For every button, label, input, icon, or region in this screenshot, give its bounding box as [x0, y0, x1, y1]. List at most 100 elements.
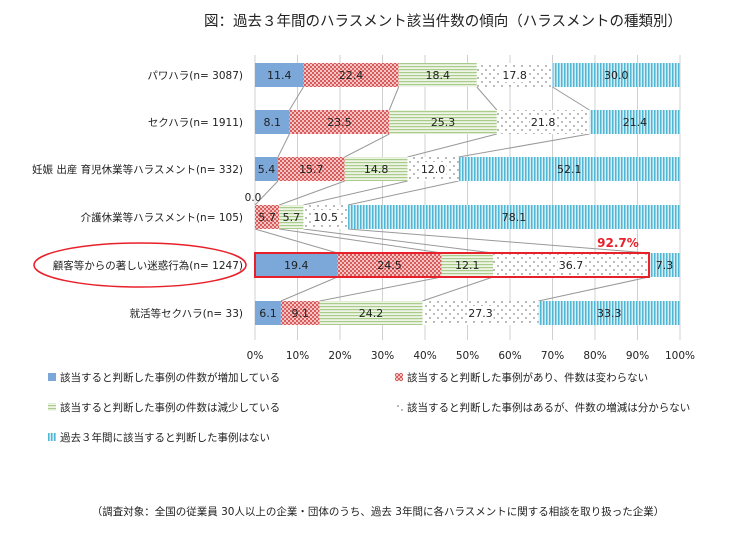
data-label-background [529, 115, 557, 129]
legend-swatch [48, 433, 56, 441]
bar-segment [398, 63, 477, 87]
connector-line [303, 228, 494, 254]
bar-segment [589, 110, 681, 134]
data-label: 36.7 [559, 259, 584, 272]
x-tick-label: 90% [626, 350, 649, 362]
data-label: 9.1 [292, 307, 310, 320]
connector-line [476, 86, 498, 111]
connector-line [254, 228, 338, 254]
connector-line [344, 133, 390, 158]
data-label-background [467, 306, 494, 320]
legend-label: 該当すると判断した事例はあるが、件数の増減は分からない [407, 401, 690, 414]
connector-line [538, 276, 650, 302]
connector-line [254, 180, 279, 206]
connector-line [280, 276, 338, 302]
data-label: 78.1 [502, 211, 527, 224]
data-label-background [312, 210, 339, 224]
data-label-background [419, 162, 447, 176]
bar-segment [255, 301, 281, 325]
highlight-ellipse [33, 242, 247, 288]
bar-segment [441, 253, 493, 277]
data-label: 24.5 [377, 259, 402, 272]
data-label: 6.1 [259, 307, 277, 320]
data-label: 52.1 [557, 163, 582, 176]
bar-segment [289, 110, 390, 134]
legend-swatch [395, 373, 403, 381]
x-tick-label: 100% [665, 350, 695, 362]
bar-segment [337, 253, 442, 277]
bar-segment [255, 253, 338, 277]
data-label: 14.8 [364, 163, 389, 176]
connector-line [303, 180, 408, 206]
category-label: 顧客等からの著しい迷惑行為(n= 1247) [53, 259, 243, 272]
data-label: 15.7 [299, 163, 324, 176]
legend-label: 過去３年間に該当すると判断した事例はない [60, 431, 270, 444]
data-label: 11.4 [267, 69, 292, 82]
bar-segment [344, 157, 408, 181]
data-label: 19.4 [284, 259, 309, 272]
bar-segment [319, 301, 423, 325]
data-label: 5.7 [283, 211, 301, 224]
data-label: 27.3 [468, 307, 493, 320]
legend-label: 該当すると判断した事例の件数は減少している [60, 401, 280, 414]
legend-swatch [395, 403, 403, 411]
legend-label: 該当すると判断した事例があり、件数は変わらない [407, 371, 648, 384]
connector-line [388, 86, 400, 111]
connector-line [458, 133, 590, 158]
connector-line [279, 228, 442, 254]
x-tick-label: 30% [371, 350, 394, 362]
category-label: 妊娠 出産 育児休業等ハラスメント(n= 332) [32, 163, 243, 176]
connector-line [288, 86, 304, 111]
category-label: パワハラ(n= 3087) [147, 70, 243, 82]
data-label: 17.8 [502, 69, 527, 82]
x-tick-label: 10% [286, 350, 309, 362]
bar-segment [255, 205, 280, 229]
x-tick-label: 20% [328, 350, 351, 362]
legend-label: 該当すると判断した事例の件数が増加している [60, 371, 280, 384]
bar-segment [538, 301, 680, 325]
data-label: 33.3 [597, 307, 622, 320]
bar-segment [279, 205, 304, 229]
data-label: 24.2 [359, 307, 384, 320]
data-label: 25.3 [431, 116, 456, 129]
connector-line [279, 180, 345, 206]
connector-line [277, 133, 290, 158]
connector-line [407, 133, 497, 158]
bar-segment [648, 253, 680, 277]
bar-segment [255, 157, 278, 181]
data-label: 22.4 [339, 69, 364, 82]
data-label: 30.0 [604, 69, 629, 82]
bar-segment [552, 63, 680, 87]
connector-line [319, 276, 442, 302]
x-tick-label: 40% [413, 350, 436, 362]
data-label: 23.5 [327, 116, 352, 129]
data-label: 5.4 [258, 163, 276, 176]
data-label: 8.1 [263, 116, 281, 129]
data-label: 10.5 [314, 211, 339, 224]
data-label: 0.0 [245, 192, 262, 204]
bar-segment [280, 301, 320, 325]
legend-swatch [48, 403, 56, 411]
data-label: 18.4 [426, 69, 451, 82]
x-tick-label: 80% [583, 350, 606, 362]
bar-segment [348, 205, 680, 229]
chart-title: 図：過去３年間のハラスメント該当件数の傾向（ハラスメントの種類別） [204, 13, 682, 30]
bar-segment [458, 157, 680, 181]
data-label: 5.7 [258, 211, 276, 224]
data-label: 12.1 [455, 259, 480, 272]
x-tick-label: 70% [541, 350, 564, 362]
category-label: セクハラ(n= 1911) [148, 117, 243, 129]
bar-segment [277, 157, 345, 181]
data-label-background [557, 258, 585, 272]
connector-line [422, 276, 494, 302]
bar-segment [255, 110, 290, 134]
data-label: 21.4 [623, 116, 648, 129]
bar-segment [255, 63, 304, 87]
category-label: 就活等セクハラ(n= 33) [130, 307, 243, 320]
annotation-label: 92.7% [597, 236, 639, 250]
x-tick-label: 0% [247, 350, 264, 362]
connector-line [347, 180, 459, 206]
data-label-background [501, 68, 528, 82]
highlight-box [254, 252, 650, 278]
